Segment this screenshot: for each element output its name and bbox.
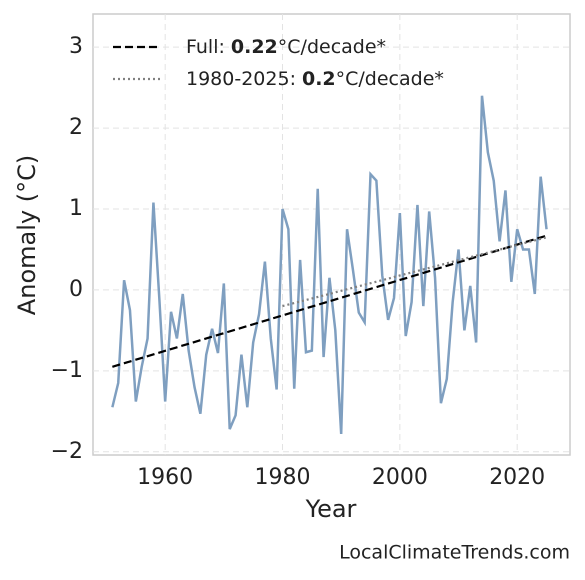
x-axis-label: Year (305, 495, 357, 523)
legend-slope: 0.2 (302, 68, 336, 90)
x-tick-label: 1980 (255, 465, 311, 490)
x-tick-label: 1960 (137, 465, 193, 490)
y-axis-label: Anomaly (°C) (13, 155, 41, 315)
x-tick-label: 2000 (372, 465, 428, 490)
plot-frame (92, 13, 571, 456)
legend-label: 1980-2025: 0.2°C/decade* (186, 68, 444, 90)
y-tick-label: 1 (69, 196, 83, 221)
source: LocalClimateTrends.com (339, 542, 570, 564)
data-line (111, 95, 548, 435)
y-tick-label: 0 (69, 277, 83, 302)
legend-name: 1980-2025: (186, 68, 296, 90)
legend-unit: °C/decade* (336, 68, 444, 90)
y-tick-label: 3 (69, 34, 83, 59)
legend-slope: 0.22 (231, 36, 278, 58)
legend-label: Full: 0.22°C/decade* (186, 36, 386, 58)
y-tick-label: −2 (51, 439, 83, 464)
legend-unit: °C/decade* (278, 36, 386, 58)
y-tick-label: 2 (69, 115, 83, 140)
y-tick-label: −1 (51, 358, 83, 383)
legend-name: Full: (186, 36, 225, 58)
trend-line (112, 234, 547, 368)
x-tick-label: 2020 (489, 465, 545, 490)
trend-line (282, 236, 547, 308)
